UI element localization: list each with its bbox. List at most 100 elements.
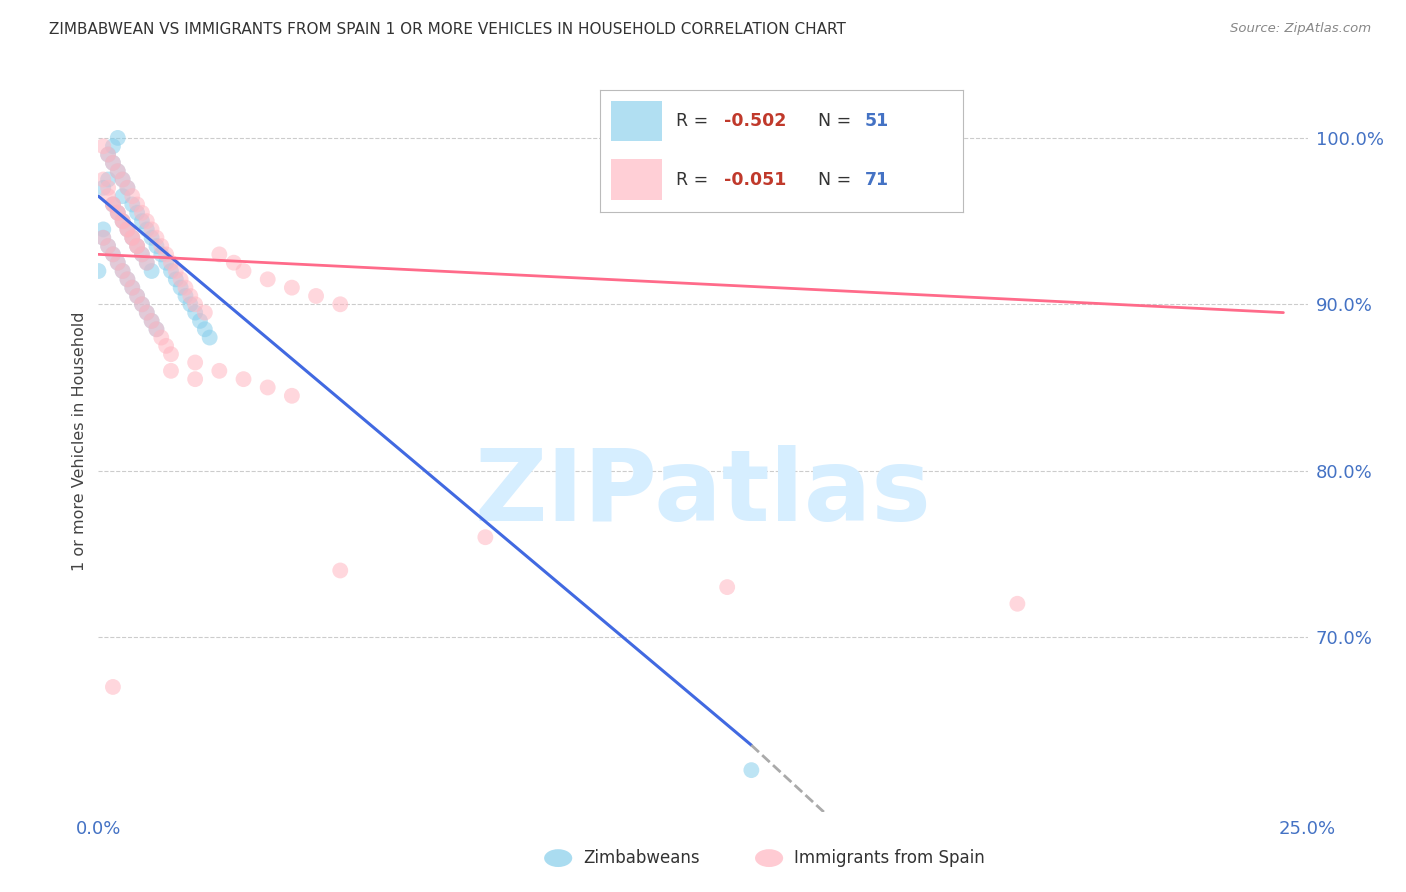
- Point: [198, 330, 221, 344]
- Point: [97, 181, 120, 195]
- Point: [111, 189, 134, 203]
- Point: [208, 247, 231, 261]
- Point: [141, 314, 163, 328]
- Point: [329, 564, 352, 578]
- Y-axis label: 1 or more Vehicles in Household: 1 or more Vehicles in Household: [72, 312, 87, 571]
- Point: [188, 314, 211, 328]
- Point: [127, 206, 149, 220]
- Text: ZIPatlas: ZIPatlas: [475, 445, 931, 541]
- Point: [117, 181, 139, 195]
- Point: [97, 147, 120, 161]
- Point: [145, 239, 167, 253]
- Text: Source: ZipAtlas.com: Source: ZipAtlas.com: [1230, 22, 1371, 36]
- Point: [107, 206, 129, 220]
- Point: [131, 247, 153, 261]
- Point: [101, 156, 124, 170]
- Point: [208, 364, 231, 378]
- Point: [141, 314, 163, 328]
- Point: [127, 239, 149, 253]
- Text: ZIMBABWEAN VS IMMIGRANTS FROM SPAIN 1 OR MORE VEHICLES IN HOUSEHOLD CORRELATION : ZIMBABWEAN VS IMMIGRANTS FROM SPAIN 1 OR…: [49, 22, 846, 37]
- Point: [155, 255, 177, 269]
- Point: [474, 530, 496, 544]
- Point: [740, 763, 762, 777]
- Point: [179, 297, 201, 311]
- Point: [184, 297, 207, 311]
- Point: [184, 305, 207, 319]
- Point: [145, 322, 167, 336]
- Point: [91, 139, 114, 153]
- Point: [121, 231, 143, 245]
- Point: [101, 247, 124, 261]
- Point: [155, 247, 177, 261]
- Point: [135, 255, 157, 269]
- Point: [174, 289, 197, 303]
- Point: [111, 264, 134, 278]
- Point: [160, 364, 183, 378]
- Point: [117, 181, 139, 195]
- Point: [305, 289, 328, 303]
- Point: [329, 297, 352, 311]
- Point: [101, 680, 124, 694]
- Point: [107, 131, 129, 145]
- Point: [232, 264, 254, 278]
- Point: [131, 297, 153, 311]
- Point: [97, 172, 120, 186]
- Point: [111, 214, 134, 228]
- Point: [174, 280, 197, 294]
- Point: [127, 289, 149, 303]
- Point: [111, 264, 134, 278]
- Point: [111, 172, 134, 186]
- Point: [91, 231, 114, 245]
- Point: [135, 305, 157, 319]
- Point: [150, 330, 173, 344]
- Point: [131, 214, 153, 228]
- Point: [127, 197, 149, 211]
- Point: [160, 255, 183, 269]
- Point: [101, 197, 124, 211]
- Point: [135, 214, 157, 228]
- Point: [111, 214, 134, 228]
- Point: [256, 272, 278, 286]
- Point: [131, 206, 153, 220]
- Point: [107, 206, 129, 220]
- Point: [117, 222, 139, 236]
- Point: [107, 255, 129, 269]
- Point: [117, 272, 139, 286]
- Point: [256, 380, 278, 394]
- Point: [169, 280, 191, 294]
- Point: [101, 156, 124, 170]
- Point: [141, 264, 163, 278]
- Point: [111, 214, 134, 228]
- Point: [141, 222, 163, 236]
- Point: [121, 280, 143, 294]
- Point: [101, 197, 124, 211]
- Point: [91, 222, 114, 236]
- Point: [145, 231, 167, 245]
- Text: Zimbabweans: Zimbabweans: [583, 849, 700, 867]
- Point: [91, 181, 114, 195]
- Point: [101, 197, 124, 211]
- Point: [145, 322, 167, 336]
- Point: [135, 222, 157, 236]
- Point: [194, 322, 217, 336]
- Point: [716, 580, 738, 594]
- Point: [121, 231, 143, 245]
- Point: [121, 197, 143, 211]
- Point: [97, 239, 120, 253]
- Point: [281, 389, 304, 403]
- Point: [127, 289, 149, 303]
- Point: [184, 372, 207, 386]
- Point: [121, 189, 143, 203]
- Point: [111, 172, 134, 186]
- Point: [131, 247, 153, 261]
- Point: [232, 372, 254, 386]
- Point: [87, 264, 110, 278]
- Point: [281, 280, 304, 294]
- Point: [160, 347, 183, 361]
- Point: [150, 239, 173, 253]
- Point: [1007, 597, 1029, 611]
- Point: [127, 239, 149, 253]
- Point: [165, 264, 187, 278]
- Point: [184, 355, 207, 369]
- Point: [117, 222, 139, 236]
